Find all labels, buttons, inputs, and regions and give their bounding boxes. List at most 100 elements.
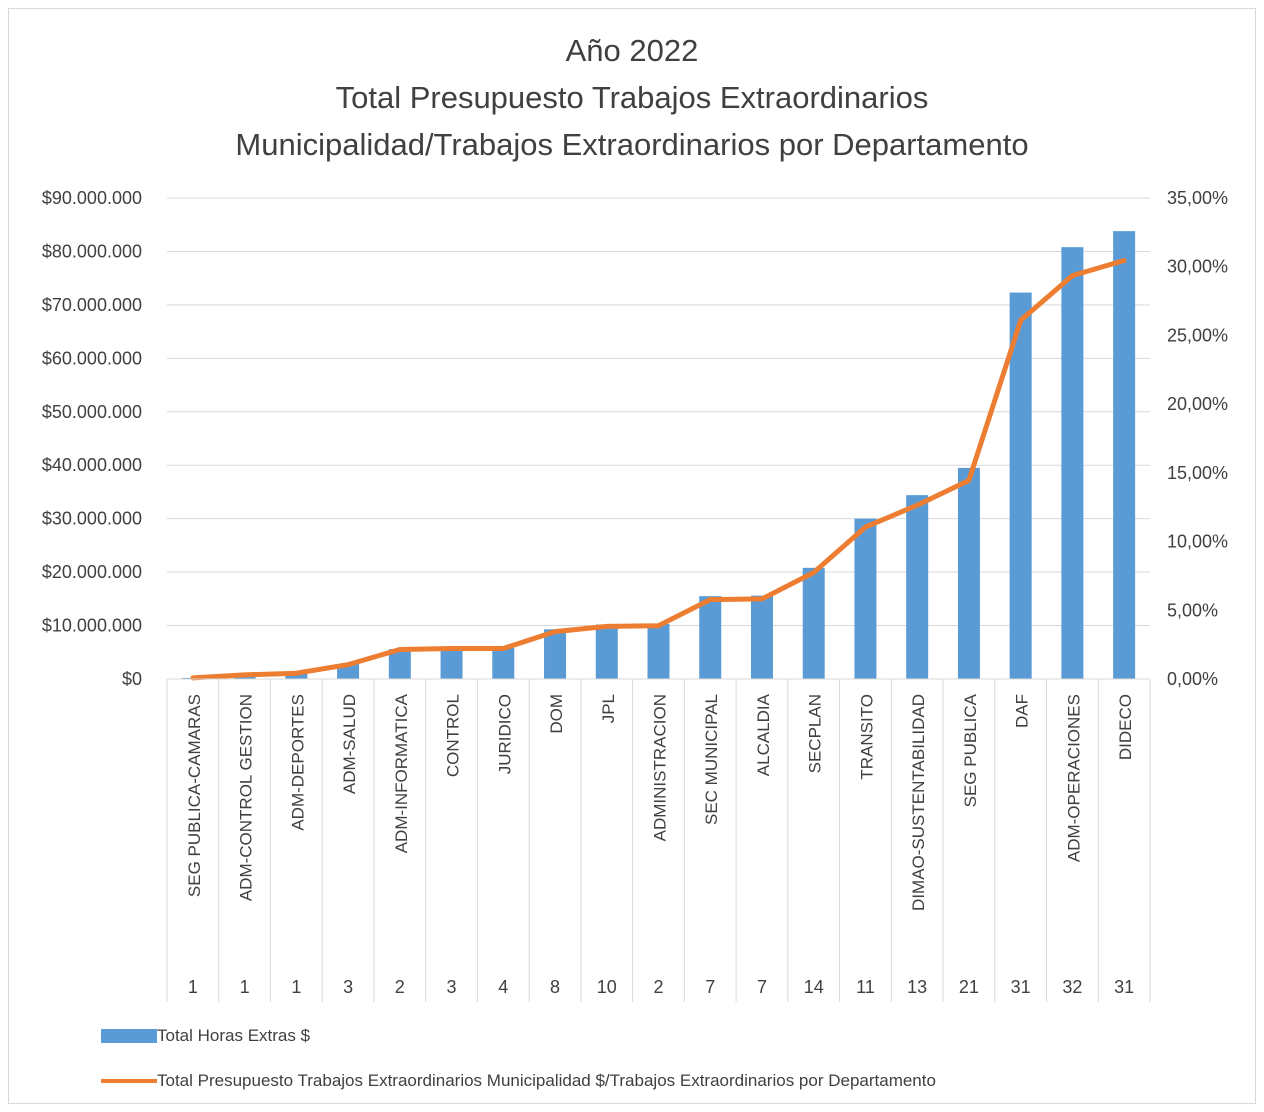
y-left-tick-label: $50.000.000 bbox=[42, 402, 142, 422]
y-left-tick-label: $40.000.000 bbox=[42, 455, 142, 475]
x-category-label: ADMINISTRACION bbox=[651, 694, 670, 841]
x-count-label: 8 bbox=[550, 977, 560, 997]
y-right-tick-label: 30,00% bbox=[1167, 257, 1228, 277]
x-count-label: 2 bbox=[395, 977, 405, 997]
line-point bbox=[864, 526, 866, 528]
y-left-tick-label: $90.000.000 bbox=[42, 188, 142, 208]
y-right-tick-label: 25,00% bbox=[1167, 325, 1228, 345]
bar bbox=[957, 467, 980, 679]
x-count-label: 2 bbox=[653, 977, 663, 997]
line-point bbox=[295, 672, 297, 674]
bar bbox=[699, 596, 722, 679]
y-right-tick-label: 10,00% bbox=[1167, 532, 1228, 552]
x-category-label: CONTROL bbox=[444, 694, 463, 777]
x-count-label: 21 bbox=[959, 977, 979, 997]
x-count-label: 11 bbox=[856, 977, 875, 997]
x-category-label: ADM-SALUD bbox=[340, 694, 359, 794]
x-count-label: 31 bbox=[1114, 977, 1134, 997]
x-category-label: ADM-OPERACIONES bbox=[1064, 694, 1083, 862]
bar bbox=[388, 649, 411, 679]
bar bbox=[285, 673, 308, 679]
legend-line-swatch-icon bbox=[101, 1079, 157, 1083]
bar bbox=[906, 495, 929, 679]
line-point bbox=[554, 631, 556, 633]
line-point bbox=[658, 625, 659, 627]
bar bbox=[595, 624, 618, 679]
x-count-label: 10 bbox=[597, 977, 617, 997]
line-point bbox=[399, 648, 401, 650]
line-point bbox=[761, 598, 763, 600]
y-left-tick-label: $10.000.000 bbox=[42, 616, 142, 636]
bar bbox=[1061, 247, 1084, 679]
bar bbox=[544, 629, 567, 679]
x-category-label: JPL bbox=[599, 694, 618, 723]
x-category-label: DIMAO-SUSTENTABILIDAD bbox=[909, 694, 928, 911]
line-point bbox=[244, 674, 246, 676]
x-category-label: ADM-DEPORTES bbox=[288, 694, 307, 831]
chart-title-line-2: Total Presupuesto Trabajos Extraordinari… bbox=[335, 80, 929, 115]
x-count-label: 1 bbox=[291, 977, 301, 997]
line-point bbox=[968, 479, 970, 481]
chart-frame bbox=[8, 8, 1256, 1104]
legend-item-line: Total Presupuesto Trabajos Extraordinari… bbox=[101, 1071, 936, 1091]
legend-bar-label: Total Horas Extras $ bbox=[157, 1026, 311, 1045]
bar bbox=[854, 518, 877, 679]
x-count-label: 13 bbox=[907, 977, 927, 997]
x-category-label: SECPLAN bbox=[806, 694, 825, 773]
bar bbox=[492, 648, 515, 679]
y-left-tick-label: $60.000.000 bbox=[42, 348, 142, 368]
bar bbox=[647, 623, 670, 679]
line-point bbox=[192, 677, 194, 679]
x-category-label: DOM bbox=[547, 694, 566, 734]
line-point bbox=[606, 625, 608, 627]
x-count-label: 7 bbox=[705, 977, 715, 997]
y-right-tick-label: 5,00% bbox=[1167, 600, 1218, 620]
line-point bbox=[451, 647, 453, 649]
x-category-label: SEG PUBLICA bbox=[961, 693, 980, 807]
legend-item-bar: Total Horas Extras $ bbox=[101, 1026, 310, 1046]
x-category-label: TRANSITO bbox=[857, 694, 876, 780]
x-category-label: DAF bbox=[1013, 694, 1032, 728]
y-right-tick-label: 35,00% bbox=[1167, 188, 1228, 208]
legend-bar-swatch-icon bbox=[101, 1029, 157, 1043]
bar bbox=[1009, 292, 1032, 679]
x-category-label: ALCALDIA bbox=[754, 693, 773, 776]
x-count-label: 14 bbox=[804, 977, 824, 997]
bar bbox=[802, 567, 825, 679]
legend-line-label: Total Presupuesto Trabajos Extraordinari… bbox=[157, 1071, 936, 1090]
chart-title-line-3: Municipalidad/Trabajos Extraordinarios p… bbox=[235, 127, 1029, 162]
x-count-label: 32 bbox=[1062, 977, 1082, 997]
y-left-tick-label: $70.000.000 bbox=[42, 295, 142, 315]
x-count-label: 31 bbox=[1011, 977, 1031, 997]
x-count-label: 1 bbox=[188, 977, 198, 997]
y-right-tick-label: 0,00% bbox=[1167, 669, 1218, 689]
line-point bbox=[1123, 260, 1125, 262]
x-category-label: ADM-INFORMATICA bbox=[392, 693, 411, 853]
x-category-label: DIDECO bbox=[1116, 694, 1135, 760]
chart-title-line-1: Año 2022 bbox=[565, 33, 699, 68]
plot-area: $0 $10.000.000 $20.000.000 $30.000.000 $40.0… bbox=[42, 188, 1228, 1002]
line-point bbox=[347, 664, 349, 666]
x-category-label: ADM-CONTROL GESTION bbox=[237, 694, 256, 901]
y-left-tick-label: $30.000.000 bbox=[42, 509, 142, 529]
x-category-label: JURIDICO bbox=[495, 694, 514, 774]
y-right-tick-label: 20,00% bbox=[1167, 394, 1228, 414]
y-left-tick-label: $80.000.000 bbox=[42, 241, 142, 261]
line-point bbox=[1020, 319, 1022, 321]
x-count-label: 3 bbox=[447, 977, 457, 997]
series-line bbox=[190, 258, 1127, 681]
x-count-label: 4 bbox=[498, 977, 508, 997]
line-point bbox=[813, 571, 815, 573]
y-right-tick-label: 15,00% bbox=[1167, 463, 1228, 483]
bar bbox=[1113, 231, 1136, 679]
x-count-label: 1 bbox=[240, 977, 250, 997]
line-point bbox=[1071, 275, 1073, 277]
bar bbox=[440, 648, 463, 679]
y-left-tick-label: $20.000.000 bbox=[42, 562, 142, 582]
line-point bbox=[709, 599, 711, 601]
y-left-tick-label: $0 bbox=[122, 669, 142, 689]
bar bbox=[750, 595, 773, 679]
x-category-label: SEG PUBLICA-CAMARAS bbox=[185, 694, 204, 897]
line-point bbox=[502, 647, 504, 649]
x-count-label: 7 bbox=[757, 977, 767, 997]
